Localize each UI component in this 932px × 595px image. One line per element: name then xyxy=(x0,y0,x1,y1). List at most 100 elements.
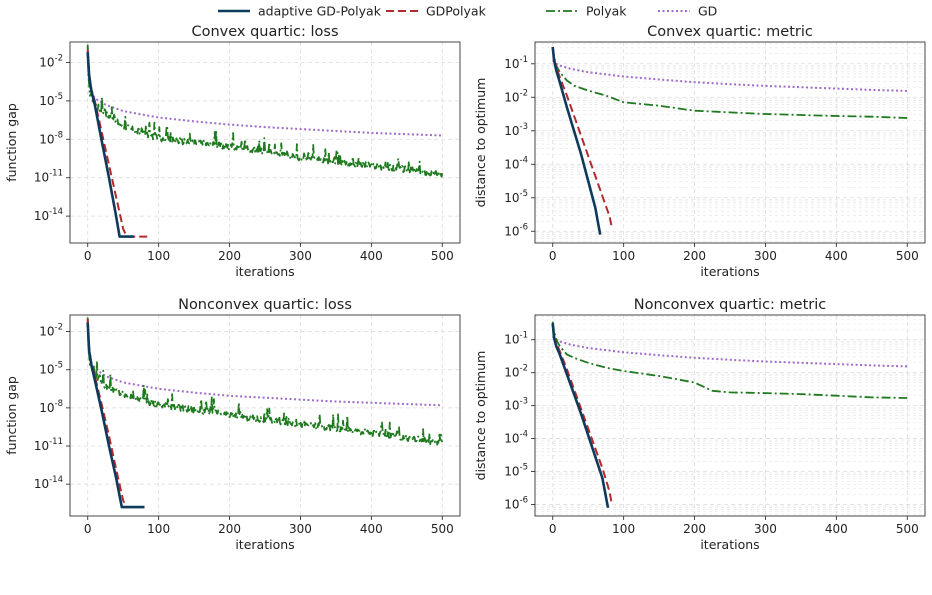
x-tick-label: 300 xyxy=(754,249,777,263)
subplot-title: Convex quartic: metric xyxy=(647,24,813,40)
x-tick-label: 400 xyxy=(825,522,848,536)
y-tick-label: 10-5 xyxy=(504,189,528,205)
y-tick-exponent: -3 xyxy=(520,122,528,132)
grid xyxy=(70,315,460,516)
y-tick-label: 10-8 xyxy=(39,399,63,415)
series-group xyxy=(551,46,908,235)
legend-label: adaptive GD-Polyak xyxy=(258,4,382,19)
y-tick-label: 10-6 xyxy=(504,222,528,238)
series-line xyxy=(552,59,908,92)
x-tick-label: 500 xyxy=(896,249,919,263)
y-tick-exponent: -6 xyxy=(520,495,528,505)
x-tick-label: 0 xyxy=(549,522,557,536)
x-tick-label: 200 xyxy=(218,249,241,263)
y-tick-label: 10-1 xyxy=(504,331,528,347)
series-line xyxy=(86,47,443,137)
series-line xyxy=(86,44,444,178)
y-tick-label: 10-14 xyxy=(34,475,63,491)
y-tick-exponent: -2 xyxy=(55,323,63,333)
y-tick-exponent: -5 xyxy=(55,92,63,102)
y-tick-base: 10 xyxy=(39,363,54,377)
x-tick-label: 300 xyxy=(289,522,312,536)
axes-frame xyxy=(534,314,926,517)
y-tick-base: 10 xyxy=(504,465,519,479)
x-tick-label: 0 xyxy=(84,249,92,263)
x-tick-label: 0 xyxy=(549,249,557,263)
y-tick-label: 10-2 xyxy=(504,364,528,380)
y-tick-base: 10 xyxy=(504,157,519,171)
y-tick-label: 10-3 xyxy=(504,397,528,413)
series-line xyxy=(86,317,444,446)
x-tick-label: 100 xyxy=(147,522,170,536)
y-tick-base: 10 xyxy=(39,401,54,415)
y-tick-label: 10-3 xyxy=(504,122,528,138)
y-tick-base: 10 xyxy=(504,57,519,71)
y-tick-base: 10 xyxy=(504,191,519,205)
x-axis-label: iterations xyxy=(700,537,759,552)
y-tick-exponent: -5 xyxy=(520,463,528,473)
x-tick-label: 200 xyxy=(218,522,241,536)
y-tick-base: 10 xyxy=(504,333,519,347)
y-tick-exponent: -6 xyxy=(520,222,528,232)
y-tick-exponent: -5 xyxy=(520,189,528,199)
y-tick-exponent: -1 xyxy=(520,331,528,341)
series-group xyxy=(86,44,444,238)
series-line xyxy=(551,323,610,509)
axes-frame xyxy=(534,41,926,244)
legend-label: Polyak xyxy=(586,4,627,19)
y-tick-label: 10-2 xyxy=(39,323,63,339)
y-tick-exponent: -8 xyxy=(55,130,63,140)
x-tick-label: 200 xyxy=(683,249,706,263)
x-tick-label: 100 xyxy=(612,522,635,536)
subplot: 0 100 200 300 400 50010-110-210-310-410-510-6… xyxy=(473,24,926,279)
y-tick-exponent: -8 xyxy=(55,399,63,409)
subplot-title: Convex quartic: loss xyxy=(191,24,338,40)
axes-frame xyxy=(69,314,461,517)
y-tick-exponent: -4 xyxy=(520,155,528,165)
series-line xyxy=(86,321,443,407)
y-tick-label: 10-4 xyxy=(504,155,528,171)
y-tick-exponent: -11 xyxy=(49,169,63,179)
series-line xyxy=(551,46,602,235)
y-tick-exponent: -11 xyxy=(49,437,63,447)
y-tick-base: 10 xyxy=(34,439,49,453)
y-axis-label: function gap xyxy=(4,376,19,455)
y-axis-label: function gap xyxy=(4,103,19,182)
y-tick-label: 10-5 xyxy=(39,92,63,108)
y-tick-label: 10-5 xyxy=(504,463,528,479)
x-tick-label: 400 xyxy=(825,249,848,263)
series-group xyxy=(551,321,908,509)
x-axis-label: iterations xyxy=(235,537,294,552)
y-tick-base: 10 xyxy=(39,55,54,69)
y-tick-exponent: -3 xyxy=(520,397,528,407)
legend-label: GDPolyak xyxy=(426,4,487,19)
y-tick-base: 10 xyxy=(504,124,519,138)
y-tick-base: 10 xyxy=(504,90,519,104)
y-tick-base: 10 xyxy=(39,325,54,339)
subplot-title: Nonconvex quartic: metric xyxy=(634,297,827,313)
x-tick-label: 400 xyxy=(360,249,383,263)
grid xyxy=(70,42,460,243)
x-tick-label: 500 xyxy=(431,522,454,536)
y-axis-label: distance to optimum xyxy=(473,78,488,208)
subplots: 0 100 200 300 400 50010-210-510-810-1110-14Co… xyxy=(4,24,926,552)
x-tick-label: 200 xyxy=(683,522,706,536)
y-tick-exponent: -2 xyxy=(55,53,63,63)
series-group xyxy=(86,317,444,509)
y-tick-label: 10-4 xyxy=(504,430,528,446)
x-tick-label: 100 xyxy=(612,249,635,263)
y-tick-label: 10-2 xyxy=(504,88,528,104)
y-tick-exponent: -14 xyxy=(49,475,63,485)
y-tick-exponent: -2 xyxy=(520,364,528,374)
subplot: 0 100 200 300 400 50010-210-510-810-1110-14Co… xyxy=(4,24,461,279)
x-tick-label: 500 xyxy=(896,522,919,536)
legend-label: GD xyxy=(698,4,717,19)
subplot: 0 100 200 300 400 50010-110-210-310-410-510-6… xyxy=(473,297,926,552)
x-tick-label: 0 xyxy=(84,522,92,536)
y-tick-label: 10-6 xyxy=(504,495,528,511)
y-tick-label: 10-11 xyxy=(34,169,63,185)
grid xyxy=(535,42,925,243)
x-tick-label: 100 xyxy=(147,249,170,263)
series-line xyxy=(86,322,145,509)
